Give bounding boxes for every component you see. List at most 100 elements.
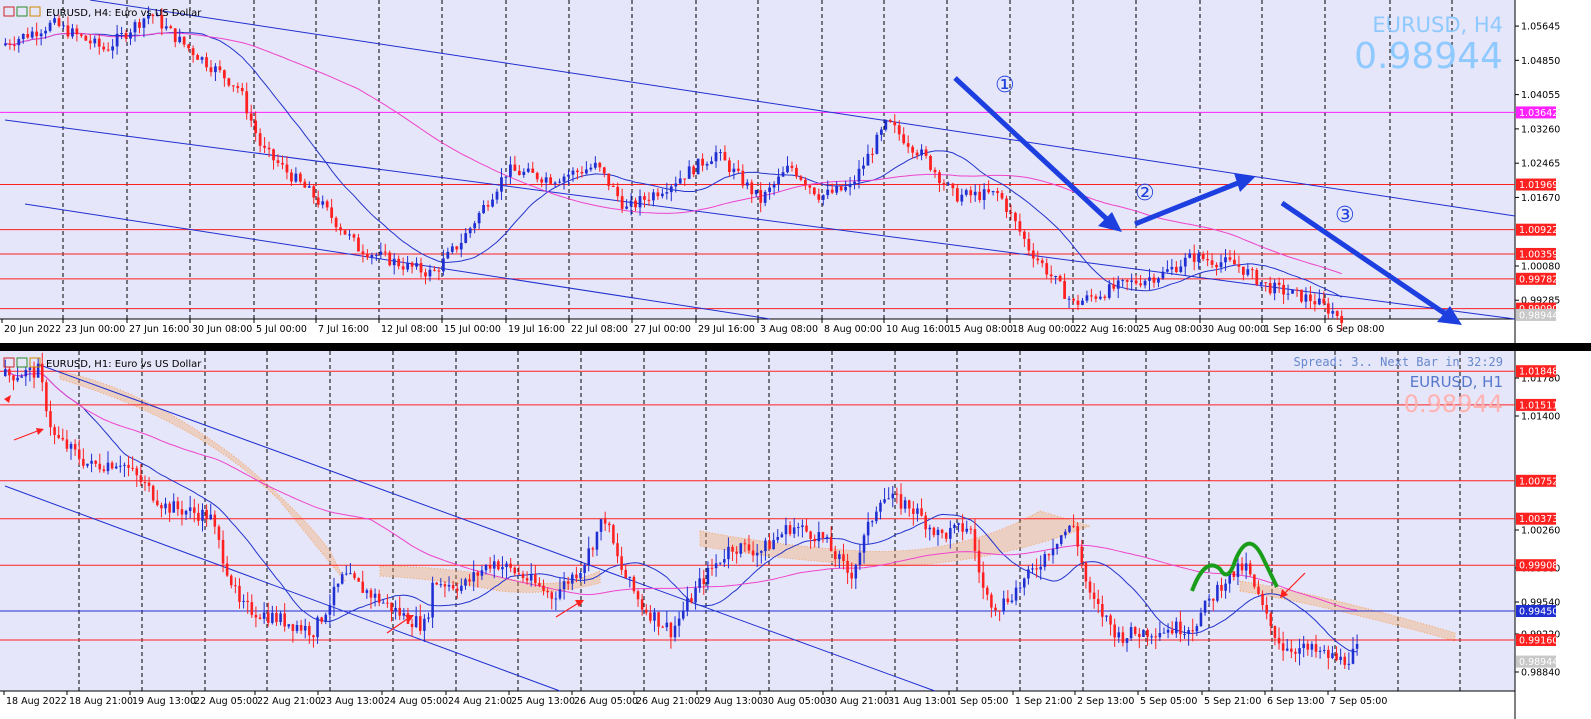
candle bbox=[526, 168, 530, 172]
candle bbox=[1201, 253, 1205, 260]
candle bbox=[924, 149, 928, 156]
candle bbox=[571, 170, 575, 175]
candle bbox=[299, 624, 303, 631]
candle bbox=[990, 594, 993, 608]
candle bbox=[320, 617, 323, 622]
candle bbox=[291, 624, 295, 631]
candle bbox=[1031, 250, 1035, 259]
candle bbox=[1175, 621, 1178, 634]
candle bbox=[998, 610, 1001, 612]
candle bbox=[102, 46, 106, 50]
candle bbox=[1139, 283, 1142, 286]
candle bbox=[661, 626, 664, 628]
candle bbox=[1248, 563, 1252, 575]
candle bbox=[957, 523, 960, 525]
candle bbox=[30, 31, 34, 38]
candle bbox=[598, 162, 602, 168]
candle bbox=[696, 158, 700, 175]
arrow-1 bbox=[953, 76, 1112, 224]
candle bbox=[298, 173, 302, 182]
candle bbox=[135, 468, 139, 476]
candle bbox=[1005, 198, 1008, 213]
candle bbox=[328, 605, 332, 615]
candle bbox=[1058, 275, 1062, 282]
candle bbox=[1090, 295, 1093, 297]
candle bbox=[848, 183, 852, 188]
candle bbox=[1318, 650, 1322, 652]
candle bbox=[1228, 571, 1231, 584]
candle bbox=[1304, 294, 1308, 302]
candle bbox=[415, 263, 418, 267]
candle bbox=[665, 622, 669, 628]
candle bbox=[353, 573, 356, 579]
h1-plot-area bbox=[0, 351, 1515, 691]
candle bbox=[903, 500, 907, 509]
candle bbox=[1206, 259, 1209, 261]
candle bbox=[854, 564, 858, 579]
x-tick-label: 20 Jun 2022 bbox=[4, 324, 61, 335]
x-tick-label: 5 Sep 05:00 bbox=[1140, 696, 1197, 707]
candle bbox=[1317, 298, 1321, 305]
candle bbox=[1335, 311, 1339, 316]
candle bbox=[1281, 643, 1285, 651]
current-price-label bbox=[1516, 308, 1556, 321]
candle bbox=[1207, 598, 1211, 601]
candle bbox=[932, 527, 936, 536]
level-price-text: 1.00752 bbox=[1519, 476, 1558, 487]
candle bbox=[93, 38, 97, 44]
candle bbox=[566, 581, 570, 584]
h4-chart[interactable]: ① ② ③ 1.05645 1.04850 1.04055 1.03260 1.0246… bbox=[0, 0, 1591, 343]
candle bbox=[517, 170, 521, 176]
h1-channel-lower bbox=[4, 485, 561, 692]
candle bbox=[1216, 584, 1219, 601]
candle bbox=[842, 554, 845, 561]
h4-chart-panel[interactable]: ① ② ③ 1.05645 1.04850 1.04055 1.03260 1.0246… bbox=[0, 0, 1591, 343]
h4-symbol-title: EURUSD, H4 bbox=[1372, 13, 1503, 37]
candle bbox=[760, 551, 763, 553]
candle bbox=[258, 617, 262, 619]
candle bbox=[1138, 633, 1141, 637]
candle bbox=[1036, 258, 1040, 261]
candle bbox=[455, 246, 459, 250]
candle bbox=[303, 181, 307, 188]
candle bbox=[513, 567, 517, 574]
candle bbox=[35, 31, 39, 37]
candle bbox=[1331, 653, 1334, 658]
candle bbox=[370, 255, 374, 258]
candle bbox=[312, 186, 316, 198]
arrow-3 bbox=[1280, 200, 1449, 318]
candle bbox=[669, 622, 673, 638]
candle bbox=[115, 33, 119, 47]
candle bbox=[687, 166, 691, 179]
candle bbox=[640, 599, 644, 610]
candle bbox=[535, 172, 539, 180]
candle bbox=[97, 38, 101, 47]
candle bbox=[755, 552, 759, 556]
candle bbox=[464, 233, 468, 243]
candle bbox=[1107, 284, 1111, 298]
candle bbox=[554, 598, 558, 600]
candle bbox=[57, 18, 61, 27]
candle bbox=[446, 251, 450, 259]
h1-chart[interactable]: 1.017801.014001.002600.998800.995400.992… bbox=[0, 351, 1591, 719]
candle bbox=[960, 194, 964, 202]
level-price-text: 1.00359 bbox=[1519, 249, 1558, 260]
x-tick-label: 27 Jun 16:00 bbox=[129, 324, 189, 335]
candle bbox=[632, 576, 636, 592]
candle bbox=[911, 146, 915, 153]
candle bbox=[705, 163, 709, 166]
level-price-label bbox=[1516, 634, 1556, 646]
y-tick-label: 1.03260 bbox=[1521, 124, 1560, 135]
candle bbox=[1313, 301, 1317, 305]
candle bbox=[1228, 257, 1232, 260]
h1-chart-panel[interactable]: 1.017801.014001.002600.998800.995400.992… bbox=[0, 351, 1591, 719]
candle bbox=[120, 32, 123, 34]
candle bbox=[1197, 253, 1201, 262]
candle bbox=[492, 561, 496, 569]
y-tick-label: 1.05645 bbox=[1521, 22, 1560, 33]
candle bbox=[844, 187, 847, 191]
candle bbox=[229, 575, 233, 586]
x-tick-label: 6 Sep 13:00 bbox=[1267, 696, 1324, 707]
candle bbox=[790, 165, 794, 168]
candle bbox=[906, 143, 910, 147]
